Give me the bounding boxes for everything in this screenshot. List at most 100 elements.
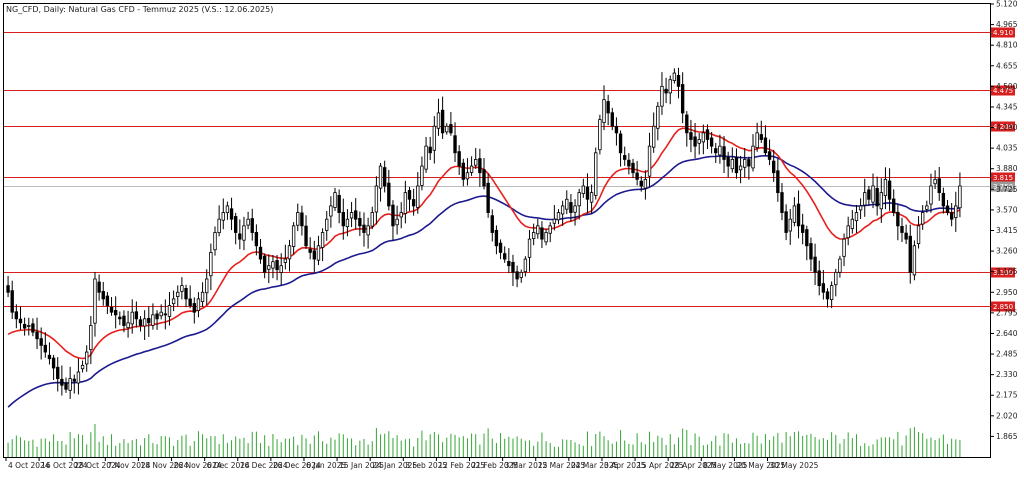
candle-body — [432, 125, 437, 151]
candle — [291, 222, 296, 255]
candle — [672, 68, 677, 84]
candle — [113, 296, 118, 329]
candle-body — [22, 323, 27, 329]
candle-body — [730, 159, 734, 170]
volume-bars — [7, 423, 961, 457]
candle — [647, 132, 652, 187]
candle — [22, 317, 27, 336]
candle-body — [664, 88, 668, 94]
candle-body — [763, 137, 768, 154]
candle-body — [411, 199, 416, 207]
candle-body — [825, 291, 830, 300]
candle-body — [892, 198, 896, 213]
candle — [552, 205, 557, 231]
candle — [180, 277, 184, 300]
candle — [147, 306, 151, 337]
candle — [461, 158, 465, 187]
candle — [544, 229, 548, 246]
candle-body — [325, 218, 329, 231]
candle — [594, 147, 598, 200]
candle-body — [618, 133, 623, 154]
level-tag — [991, 121, 1015, 132]
candle-body — [97, 281, 101, 293]
candle — [743, 148, 747, 178]
level-tag-label: 3.100 — [993, 269, 1013, 277]
level-tag — [991, 27, 1015, 38]
candle-body — [382, 167, 387, 187]
candle-body — [949, 212, 954, 220]
candle — [246, 211, 250, 230]
candle — [577, 188, 581, 220]
candle — [221, 198, 225, 230]
candle-body — [113, 310, 118, 316]
candle — [345, 209, 350, 237]
candle-body — [101, 291, 105, 300]
time-tick-label: 24 Mar 2025 — [571, 461, 619, 470]
time-tick-label: 26 Nov 2024 — [174, 461, 222, 470]
candle — [904, 224, 908, 245]
candle-body — [751, 145, 755, 169]
level-tag-label: 4.200 — [993, 123, 1013, 131]
candle — [817, 260, 821, 296]
time-tick-label: 4 Oct 2024 — [8, 461, 50, 470]
candle — [618, 130, 623, 167]
candle — [411, 188, 416, 216]
candle-body — [482, 169, 486, 187]
candle-body — [743, 159, 747, 168]
candle — [854, 204, 859, 234]
candle-body — [155, 313, 159, 320]
time-tick-label: 28 Apr 2025 — [670, 461, 717, 470]
candle — [800, 213, 805, 245]
candle — [279, 253, 283, 286]
candle-body — [846, 225, 850, 239]
candle-body — [817, 270, 821, 287]
candle — [320, 228, 325, 262]
price-tick-label: 3.880 — [996, 164, 1018, 173]
candle — [6, 275, 10, 298]
candle — [64, 377, 68, 393]
candle-body — [623, 155, 627, 160]
candle-body — [887, 180, 892, 200]
candle — [788, 208, 792, 245]
candle-body — [925, 205, 929, 210]
price-tick-label: 4.190 — [996, 123, 1018, 132]
candle-body — [858, 205, 863, 211]
candle — [606, 94, 610, 126]
candle-body — [921, 212, 925, 225]
candle — [863, 178, 867, 217]
candle-body — [416, 185, 420, 208]
time-tick-label: 15 Jan 2025 — [339, 461, 384, 470]
candle-body — [560, 205, 565, 215]
candle-body — [246, 218, 250, 226]
candle — [474, 148, 478, 169]
candle-body — [788, 218, 792, 232]
candle — [316, 235, 321, 266]
candle-body — [796, 203, 801, 227]
candle-body — [130, 311, 134, 325]
level-tag-label: 3.815 — [993, 174, 1013, 182]
candle-body — [134, 311, 139, 320]
candle — [573, 199, 577, 226]
candle-body — [217, 218, 221, 234]
time-tick-label: 30 May 2025 — [769, 461, 818, 470]
candle-body — [142, 318, 147, 327]
candle — [457, 145, 461, 175]
candle — [651, 112, 656, 153]
candle — [635, 161, 639, 186]
candle-body — [329, 205, 333, 217]
candle — [399, 202, 403, 229]
candle — [333, 187, 337, 211]
price-tick-label: 2.330 — [996, 370, 1018, 379]
candle — [631, 158, 635, 179]
time-tick-label: 20 May 2025 — [736, 461, 785, 470]
price-tick-label: 4.655 — [996, 61, 1018, 70]
candle — [805, 225, 809, 261]
candle-body — [461, 162, 465, 180]
candle-body — [234, 216, 238, 233]
price-tick-label: 2.950 — [996, 288, 1018, 297]
candle-body — [147, 317, 151, 324]
candle — [229, 197, 234, 231]
candle-body — [449, 124, 453, 134]
candle-body — [250, 218, 254, 233]
candle — [85, 345, 89, 372]
